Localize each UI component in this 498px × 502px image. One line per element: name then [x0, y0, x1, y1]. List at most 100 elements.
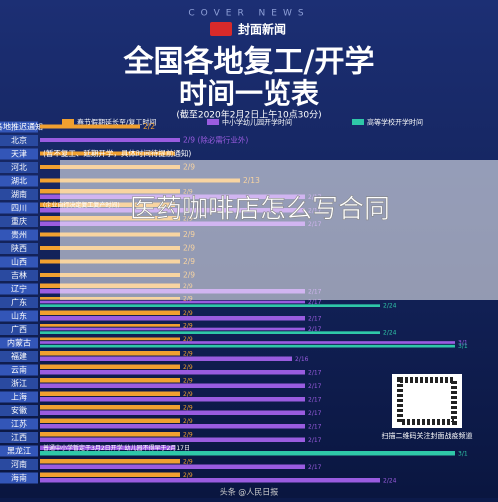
row-name: 湖南	[11, 189, 27, 199]
bar	[40, 356, 292, 361]
bar-label: 2/17	[308, 410, 322, 417]
bar-label: 2/9	[183, 310, 193, 317]
bar-label: 普通中小学暂定于3月2日开学 幼儿园不得早于2月17日	[43, 444, 190, 452]
bar	[40, 124, 140, 129]
row-name: 辽宁	[11, 284, 27, 294]
bar	[40, 344, 455, 348]
row-name: 北京	[11, 135, 27, 145]
row-label-bg	[0, 121, 38, 133]
bar-label: 2/17	[308, 299, 322, 306]
row-label-bg	[0, 297, 38, 308]
title: 全国各地复工/开学	[123, 45, 375, 80]
bar	[40, 316, 305, 321]
bar-label: 2/24	[383, 330, 397, 337]
bar	[40, 445, 175, 450]
bar-label: 2/17	[308, 437, 322, 444]
row-label-bg	[0, 148, 38, 160]
row-label-bg	[0, 243, 38, 254]
bar	[40, 370, 305, 375]
row-name: 重庆	[11, 216, 27, 226]
row-label-bg	[0, 324, 38, 335]
legend-label: 春节假期延长至/复工时间	[77, 118, 156, 127]
bar-label: 2/17	[308, 464, 322, 471]
bar-label: 2/9	[183, 336, 193, 343]
bar	[40, 324, 180, 327]
bar-label: 3/1	[458, 340, 468, 347]
bar	[40, 464, 305, 469]
bar-label: 3/1	[458, 450, 468, 457]
bar	[40, 451, 455, 456]
row-name: 广东	[11, 297, 27, 307]
bar-label: 2/9	[183, 418, 193, 425]
row-name: 黑龙江	[7, 446, 31, 456]
bar	[40, 472, 180, 477]
row-name: 安徽	[11, 405, 27, 415]
row-label-bg	[0, 162, 38, 173]
row-label-bg	[0, 364, 38, 376]
bar-label: 2/9	[183, 431, 193, 438]
bar-label: 2/9	[183, 350, 193, 357]
row-label-bg	[0, 270, 38, 281]
bar-label: 2/24	[383, 477, 397, 484]
bar-label: 3/1	[458, 343, 468, 350]
bar	[40, 331, 380, 334]
row-label-bg	[0, 189, 38, 200]
bar	[40, 391, 180, 396]
bar-label: 2/17	[308, 396, 322, 403]
bar	[40, 432, 180, 437]
row-label-bg	[0, 135, 38, 146]
bar-label: 2/24	[383, 303, 397, 310]
bar	[40, 337, 180, 341]
row-label-bg	[0, 472, 38, 484]
row-name: 各地推迟通知	[0, 122, 43, 132]
overlay	[60, 160, 498, 300]
row-name: 贵州	[11, 230, 27, 240]
bar-label: 2/17	[308, 326, 322, 333]
subtitle: (截至2020年2月2日上午10点30分)	[176, 109, 321, 121]
bar	[40, 351, 180, 356]
bar-label: 2/9	[183, 322, 193, 329]
title: 时间一览表	[179, 77, 319, 110]
row-name: 河北	[11, 162, 27, 172]
bar	[40, 151, 175, 156]
bar	[40, 383, 305, 388]
qr-caption: 扫描二维码关注封面战疫频道	[382, 431, 473, 440]
legend-label: 中小学幼儿园开学时间	[222, 118, 292, 127]
row-name: 山东	[11, 311, 27, 321]
row-name: 浙江	[11, 378, 27, 388]
row-name: 江西	[11, 433, 27, 442]
bar	[40, 424, 305, 429]
footer: 头条 @人民日报	[220, 487, 279, 497]
bar-label: 2/17	[308, 423, 322, 430]
bar-label: 2/9	[183, 404, 193, 411]
row-name: 云南	[11, 365, 27, 375]
row-name: 河南	[11, 459, 27, 469]
row-label-bg	[0, 432, 38, 443]
legend-swatch	[62, 119, 74, 125]
bar	[40, 327, 305, 331]
row-name: 广西	[11, 324, 27, 334]
bar-label: 2/9 (除必需行业外)	[183, 135, 248, 145]
legend-swatch	[352, 119, 364, 125]
bar	[40, 341, 455, 344]
bar	[40, 478, 380, 483]
bar	[40, 310, 180, 315]
row-label-bg	[0, 378, 38, 389]
row-label-bg	[0, 310, 38, 322]
bar-label: 2/17	[308, 315, 322, 322]
row-name: 福建	[11, 351, 27, 361]
row-label-bg	[0, 283, 38, 295]
row-label-bg	[0, 418, 38, 430]
row-label-bg	[0, 337, 38, 349]
row-name: 天津	[11, 149, 27, 159]
bar-label: 2/9	[183, 391, 193, 398]
bar-label: 2/2	[143, 122, 155, 131]
bar	[40, 138, 180, 142]
bar-label: 2/9	[183, 458, 193, 465]
row-label-bg	[0, 351, 38, 362]
bar	[40, 300, 305, 304]
brand: 封面新闻	[238, 22, 286, 37]
row-label-bg	[0, 391, 38, 403]
bar	[40, 304, 380, 307]
